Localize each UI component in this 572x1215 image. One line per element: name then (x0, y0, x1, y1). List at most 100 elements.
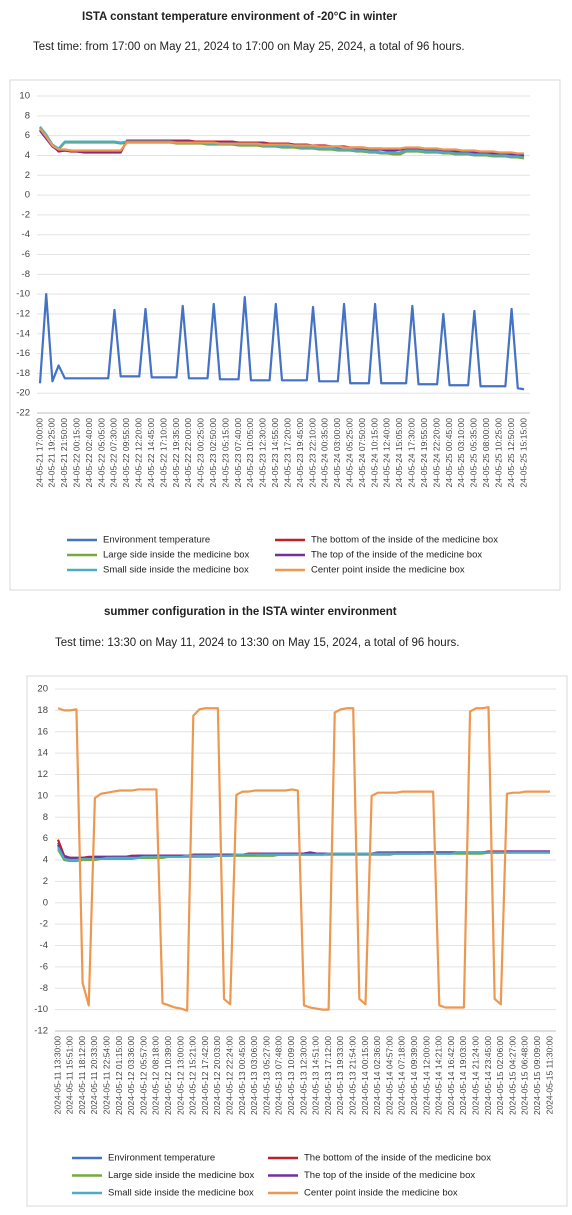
x-tick-label: 24-05-23 10:05:00 (245, 418, 255, 488)
series-line (57, 846, 550, 862)
x-tick-label: 24-05-22 02:40:00 (84, 418, 94, 488)
y-tick-label: -8 (40, 983, 48, 994)
x-tick-label: 2024-05-13 12:30:00 (298, 1036, 308, 1115)
x-tick-label: 2024-05-13 05:27:00 (261, 1036, 271, 1115)
legend-label: The bottom of the inside of the medicine… (311, 535, 498, 546)
x-tick-label: 2024-05-11 20:33:00 (89, 1036, 99, 1115)
series-line (38, 293, 525, 391)
y-tick-label: -16 (16, 348, 30, 359)
x-tick-label: 24-05-23 22:10:00 (307, 418, 317, 488)
x-tick-label: 24-05-25 03:10:00 (456, 418, 466, 488)
x-tick-label: 24-05-23 17:20:00 (282, 418, 292, 488)
x-tick-label: 24-05-22 07:30:00 (109, 418, 119, 488)
x-tick-label: 2024-05-12 13:00:00 (175, 1036, 185, 1115)
x-tick-label: 24-05-25 10:25:00 (493, 418, 503, 488)
x-tick-label: 2024-05-13 14:51:00 (311, 1036, 321, 1115)
x-tick-label: 24-05-21 17:00:00 (34, 418, 44, 488)
x-tick-label: 24-05-25 08:00:00 (481, 418, 491, 488)
series-line (39, 128, 524, 155)
x-tick-label: 24-05-25 00:45:00 (444, 418, 454, 488)
y-tick-label: 12 (37, 769, 48, 780)
x-tick-label: 24-05-22 12:20:00 (134, 418, 144, 488)
x-tick-label: 24-05-23 12:30:00 (258, 418, 268, 488)
legend-label: Center point inside the medicine box (304, 1188, 458, 1199)
x-tick-label: 2024-05-13 00:45:00 (237, 1036, 247, 1115)
chart-subtitle: Test time: 13:30 on May 11, 2024 to 13:3… (55, 637, 459, 649)
y-tick-label: 0 (25, 190, 30, 201)
x-tick-label: 2024-05-15 02:06:00 (495, 1036, 505, 1115)
y-tick-label: 8 (25, 110, 30, 121)
legend-label: Large side inside the medicine box (108, 1170, 255, 1181)
x-tick-label: 24-05-24 00:35:00 (320, 418, 330, 488)
y-tick-label: 2 (25, 170, 30, 181)
x-tick-label: 24-05-22 22:00:00 (183, 418, 193, 488)
y-tick-label: -18 (16, 368, 30, 379)
x-tick-label: 24-05-24 03:00:00 (332, 418, 342, 488)
legend-label: Small side inside the medicine box (108, 1188, 254, 1199)
x-tick-label: 24-05-22 17:10:00 (158, 418, 168, 488)
y-tick-label: 2 (43, 876, 48, 887)
y-tick-label: -22 (16, 408, 30, 419)
legend-label: Small side inside the medicine box (103, 565, 249, 576)
x-tick-label: 2024-05-14 00:15:00 (360, 1036, 370, 1115)
x-tick-label: 24-05-23 14:55:00 (270, 418, 280, 488)
x-tick-label: 2024-05-12 10:39:00 (163, 1036, 173, 1115)
y-tick-label: 18 (37, 705, 48, 716)
x-tick-label: 24-05-23 07:40:00 (233, 418, 243, 488)
x-tick-label: 24-05-22 00:15:00 (71, 418, 81, 488)
x-tick-label: 24-05-23 02:50:00 (208, 418, 218, 488)
x-tick-label: 2024-05-13 10:09:00 (286, 1036, 296, 1115)
x-tick-label: 2024-05-12 15:21:00 (188, 1036, 198, 1115)
x-tick-label: 2024-05-14 14:21:00 (434, 1036, 444, 1115)
y-tick-label: 14 (37, 748, 48, 759)
y-tick-label: -12 (34, 1026, 48, 1037)
x-tick-label: 2024-05-11 22:54:00 (101, 1036, 111, 1115)
y-tick-label: 8 (43, 812, 48, 823)
x-tick-label: 24-05-21 19:25:00 (47, 418, 57, 488)
x-tick-label: 2024-05-11 18:12:00 (77, 1036, 87, 1115)
x-tick-label: 24-05-22 19:35:00 (171, 418, 181, 488)
x-tick-label: 2024-05-14 02:36:00 (372, 1036, 382, 1115)
y-tick-label: 16 (37, 726, 48, 737)
y-tick-label: 20 (37, 684, 48, 695)
x-tick-label: 24-05-24 10:15:00 (369, 418, 379, 488)
x-tick-label: 2024-05-13 17:12:00 (323, 1036, 333, 1115)
x-tick-label: 2024-05-14 16:42:00 (446, 1036, 456, 1115)
x-tick-label: 24-05-23 00:25:00 (196, 418, 206, 488)
y-tick-label: -2 (22, 209, 30, 220)
x-tick-label: 2024-05-13 03:06:00 (249, 1036, 259, 1115)
x-tick-label: 2024-05-12 01:15:00 (114, 1036, 124, 1115)
x-tick-label: 2024-05-11 13:30:00 (52, 1036, 62, 1115)
y-tick-label: -14 (16, 328, 30, 339)
y-tick-label: 10 (19, 91, 30, 102)
x-tick-label: 24-05-24 07:50:00 (357, 418, 367, 488)
x-tick-label: 24-05-23 19:45:00 (295, 418, 305, 488)
x-tick-label: 24-05-24 19:55:00 (419, 418, 429, 488)
x-tick-label: 24-05-24 12:40:00 (382, 418, 392, 488)
x-tick-label: 2024-05-14 21:24:00 (470, 1036, 480, 1115)
x-tick-label: 2024-05-15 06:48:00 (520, 1036, 530, 1115)
x-tick-label: 24-05-24 17:30:00 (407, 418, 417, 488)
y-tick-label: 0 (43, 897, 48, 908)
legend-label: Center point inside the medicine box (311, 565, 465, 576)
legend-label: Large side inside the medicine box (103, 550, 250, 561)
y-tick-label: 6 (25, 130, 30, 141)
x-tick-label: 2024-05-12 05:57:00 (138, 1036, 148, 1115)
legend-label: Environment temperature (103, 535, 210, 546)
x-tick-label: 24-05-25 12:50:00 (506, 418, 516, 488)
x-tick-label: 24-05-25 15:15:00 (518, 418, 528, 488)
x-tick-label: 24-05-23 05:15:00 (220, 418, 230, 488)
chart-frame (26, 675, 568, 1207)
y-tick-label: 10 (37, 790, 48, 801)
x-tick-label: 2024-05-12 20:03:00 (212, 1036, 222, 1115)
x-tick-label: 2024-05-14 04:57:00 (384, 1036, 394, 1115)
x-tick-label: 2024-05-15 11:30:00 (544, 1036, 554, 1115)
y-tick-label: -4 (22, 229, 30, 240)
y-tick-label: -20 (16, 388, 30, 399)
x-tick-label: 2024-05-11 15:51:00 (65, 1036, 75, 1115)
y-tick-label: -6 (22, 249, 30, 260)
x-tick-label: 24-05-22 09:55:00 (121, 418, 131, 488)
x-tick-label: 2024-05-15 04:27:00 (507, 1036, 517, 1115)
chart-title: summer configuration in the ISTA winter … (104, 606, 397, 618)
